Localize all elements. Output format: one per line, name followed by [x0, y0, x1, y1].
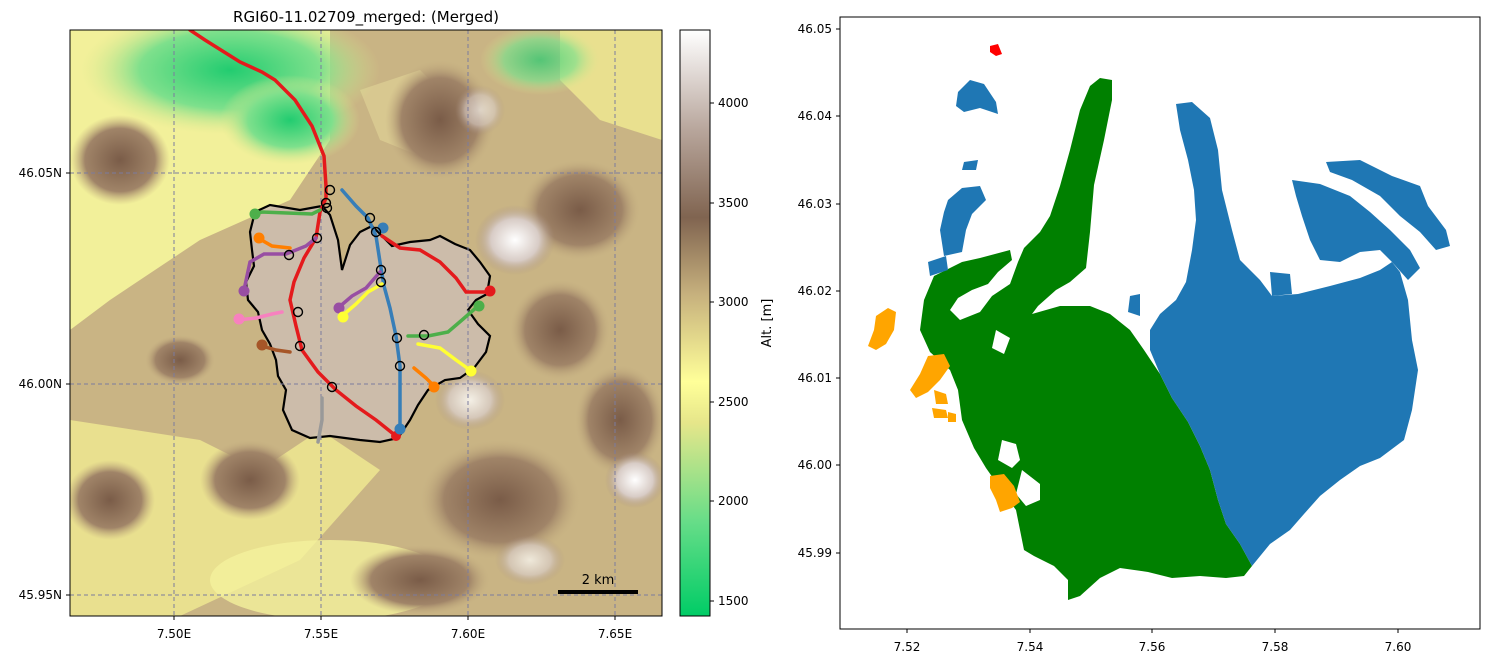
flowline-grey — [316, 396, 324, 444]
colorbar: 4000 3500 3000 2500 2000 1500 Alt. [m] — [679, 29, 775, 617]
mask-y-tick: 46.03 — [798, 197, 832, 211]
mask-main-glacier — [920, 78, 1252, 600]
mask-y-tick: 46.02 — [798, 284, 832, 298]
map-x-tick: 7.50E — [157, 627, 191, 641]
flowline-pink — [236, 310, 284, 322]
glacier-mask-plot: 7.52 7.54 7.56 7.58 7.60 46.05 46.04 46.… — [798, 16, 1481, 654]
map-x-tick: 7.55E — [304, 627, 338, 641]
flowline-purple-c — [336, 270, 382, 310]
mask-y-tick: 46.00 — [798, 458, 832, 472]
map-y-tick: 46.00N — [19, 377, 62, 391]
map-x-tick: 7.60E — [451, 627, 485, 641]
mask-y-tick: 46.01 — [798, 371, 832, 385]
map-y-tick: 46.05N — [19, 166, 62, 180]
map-x-axis: 7.50E 7.55E 7.60E 7.65E — [157, 616, 632, 641]
topography-map: 2 km — [70, 30, 662, 616]
flowline-purple-w — [242, 236, 318, 292]
mask-x-tick: 7.52 — [894, 640, 921, 654]
colorbar-tick: 3500 — [718, 196, 749, 210]
mask-x-tick: 7.54 — [1017, 640, 1044, 654]
map-x-tick: 7.65E — [598, 627, 632, 641]
colorbar-tick: 1500 — [718, 594, 749, 608]
flowline-green-e — [406, 304, 480, 338]
colorbar-tick: 2000 — [718, 494, 749, 508]
map-y-axis: 46.05N 46.00N 45.95N — [19, 166, 70, 602]
flowline-yellow-e — [416, 342, 472, 372]
colorbar-tick: 2500 — [718, 395, 749, 409]
mask-y-tick: 45.99 — [798, 546, 832, 560]
scale-bar: 2 km — [558, 573, 638, 594]
colorbar-label: Alt. [m] — [760, 299, 775, 348]
mask-y-tick: 46.05 — [798, 22, 832, 36]
map-title: RGI60-11.02709_merged: (Merged) — [233, 8, 499, 27]
mask-tributary-ne — [1292, 180, 1420, 280]
mask-y-tick: 46.04 — [798, 109, 832, 123]
mask-tributary-east — [1150, 102, 1418, 566]
map-y-tick: 45.95N — [19, 588, 62, 602]
mask-y-axis: 46.05 46.04 46.03 46.02 46.01 46.00 45.9… — [798, 22, 840, 560]
scale-bar-label: 2 km — [582, 573, 615, 588]
colorbar-tick: 3000 — [718, 295, 749, 309]
flowline-east-red — [380, 234, 490, 294]
mask-tiny-glacier — [990, 44, 1002, 56]
main-flowline — [188, 30, 398, 438]
mask-x-tick: 7.56 — [1139, 640, 1166, 654]
junction-markers — [283, 184, 430, 393]
mask-x-tick: 7.60 — [1385, 640, 1412, 654]
mask-x-axis: 7.52 7.54 7.56 7.58 7.60 — [894, 629, 1412, 654]
map-gridlines — [70, 30, 662, 616]
colorbar-tick: 4000 — [718, 96, 749, 110]
mask-x-tick: 7.58 — [1262, 640, 1289, 654]
flowline-yellow-c — [340, 282, 384, 318]
mask-small-glaciers — [868, 308, 896, 350]
